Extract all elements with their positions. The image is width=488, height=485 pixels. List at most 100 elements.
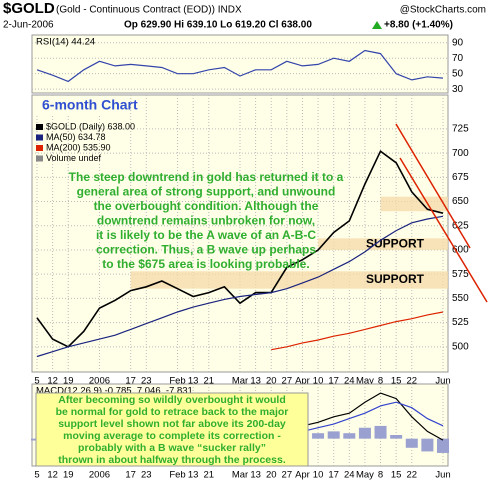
histogram-bar [327, 431, 340, 439]
legend-swatch [36, 145, 43, 151]
x-tick-label: Jun [435, 376, 450, 387]
legend-label: MA(200) 535.90 [46, 142, 111, 152]
x-tick-label: 12 [47, 470, 58, 481]
y-tick-label: 550 [452, 293, 469, 304]
support-band [318, 238, 448, 250]
legend-swatch [36, 155, 43, 162]
x-tick-label: 17 [125, 470, 136, 481]
x-tick-label: 13 [188, 376, 199, 387]
y-tick-label: 725 [452, 124, 469, 135]
x-tick-label: 10 [313, 470, 324, 481]
x-tick-label: 13 [250, 376, 261, 387]
x-tick-label: 5 [34, 470, 39, 481]
series-line [36, 215, 444, 358]
x-tick-label: 27 [282, 470, 293, 481]
x-tick-label: 19 [63, 376, 74, 387]
histogram-bar [343, 433, 356, 439]
support-band [380, 196, 448, 212]
annotation-line: general area of strong support, and unwo… [77, 185, 336, 199]
y-tick-label: 700 [452, 148, 469, 159]
annotation-line: be normal for gold to retrace back to th… [56, 406, 289, 418]
x-tick-label: 17 [328, 470, 339, 481]
x-tick-label: 24 [344, 376, 355, 387]
x-tick-label: 12 [47, 376, 58, 387]
x-tick-label: Apr [295, 470, 310, 481]
legend-swatch [36, 124, 43, 130]
annotation-line: correction. Thus, a B wave up perhaps [96, 243, 316, 257]
x-tick-label: 21 [203, 470, 214, 481]
support-label: SUPPORT [366, 272, 425, 286]
histogram-bar [312, 433, 325, 439]
x-tick-label: May [356, 470, 374, 481]
annotation-line: it is likely to be the A wave of an A-B-… [96, 228, 316, 242]
series-line [36, 49, 444, 83]
panel-label: RSI(14) 44.24 [36, 37, 95, 48]
source: @StockCharts.com [400, 5, 486, 16]
x-tick-label: 5 [34, 376, 39, 387]
annotation-line: downtrend remains unbroken for now, [97, 214, 315, 228]
y-tick-label: 500 [452, 341, 469, 352]
x-tick-label: 2006 [89, 470, 110, 481]
quote: Op 629.90 Hi 639.10 Lo 619.20 Cl 638.00 [124, 20, 312, 31]
x-tick-label: 22 [406, 470, 417, 481]
x-tick-label: 19 [63, 470, 74, 481]
y-tick-label: 70 [452, 53, 464, 64]
series-line [271, 311, 444, 351]
x-tick-label: 22 [406, 376, 417, 387]
x-tick-label: 23 [141, 376, 152, 387]
x-tick-label: 20 [266, 470, 277, 481]
y-tick-label: 30 [452, 84, 464, 95]
up-arrow [372, 21, 382, 29]
y-tick-label: 525 [452, 317, 469, 328]
x-tick-label: Feb [169, 376, 185, 387]
panel [31, 34, 449, 94]
histogram-bar [358, 427, 371, 439]
annotation-line: moving average to complete its correctio… [63, 430, 281, 442]
series-line [36, 149, 444, 348]
histogram-bar [374, 425, 387, 439]
x-tick-label: Apr [295, 376, 310, 387]
y-tick-label: 50 [452, 68, 464, 79]
y-tick-label: 600 [452, 245, 469, 256]
x-tick-label: 20 [266, 376, 277, 387]
x-tick-label: 8 [378, 470, 383, 481]
histogram-bar [421, 438, 434, 452]
x-tick-label: 10 [313, 376, 324, 387]
y-tick-label: 675 [452, 172, 469, 183]
legend-label: Volume undef [46, 153, 102, 163]
x-tick-label: 17 [125, 376, 136, 387]
histogram-bar [390, 435, 403, 439]
change: +8.80 (+1.40%) [384, 20, 453, 31]
annotation-line: probably with a B wave “sucker rally” [78, 442, 266, 454]
annotation-line: the overbought condition. Although the [94, 199, 319, 213]
channel-line [395, 123, 471, 249]
date: 2-Jun-2006 [3, 20, 54, 31]
x-tick-label: 15 [391, 470, 402, 481]
x-tick-label: 17 [328, 376, 339, 387]
x-tick-label: 15 [391, 376, 402, 387]
x-tick-label: Feb [169, 470, 185, 481]
channel-line [399, 157, 488, 303]
legend-label: MA(50) 634.78 [46, 132, 106, 142]
x-tick-label: 13 [250, 470, 261, 481]
annotation-line: The steep downtrend in gold has returned… [69, 170, 344, 184]
annotation-line: After becoming so wildly overbought it w… [58, 394, 286, 406]
instrument-name: (Gold - Continuous Contract (EOD)) INDX [56, 5, 242, 16]
histogram-bar [405, 438, 418, 448]
legend-label: $GOLD (Daily) 638.00 [46, 121, 135, 131]
legend-swatch [36, 134, 43, 141]
support-label: SUPPORT [366, 236, 425, 250]
y-tick-label: 625 [452, 220, 469, 231]
y-tick-label: 90 [452, 37, 464, 48]
x-tick-label: 27 [282, 376, 293, 387]
x-tick-label: 2006 [89, 376, 110, 387]
y-tick-label: 650 [452, 196, 469, 207]
annotation-line: to the $675 area is looking probable. [102, 257, 309, 271]
y-tick-label: 575 [452, 269, 469, 280]
panel-label-box [36, 96, 124, 115]
histogram-bar [437, 438, 449, 453]
x-tick-label: 13 [188, 470, 199, 481]
annotation-box [35, 392, 309, 467]
panel-label: 6-month Chart [42, 97, 138, 113]
x-tick-label: 23 [141, 470, 152, 481]
